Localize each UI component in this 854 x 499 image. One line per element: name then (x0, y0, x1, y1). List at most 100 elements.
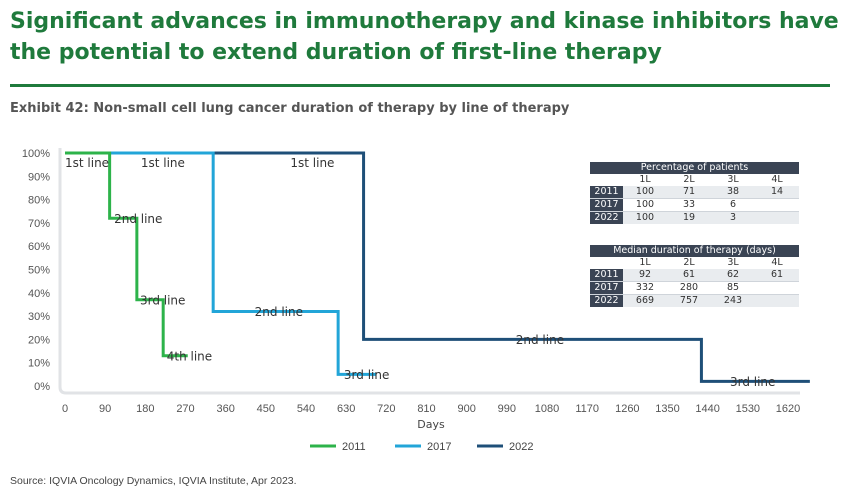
line-annotation: 2nd line (114, 212, 162, 226)
y-tick-label: 30% (28, 311, 50, 323)
x-tick-label: 810 (417, 403, 435, 415)
line-annotation: 2nd line (255, 305, 303, 319)
plot-frame (58, 148, 800, 395)
column-header: 1L (639, 257, 651, 268)
y-tick-label: 90% (28, 171, 50, 183)
legend-label: 2017 (427, 441, 451, 453)
percentage-of-patients-table: Percentage of patients 1L 2L 3L 4L 2011 … (590, 162, 799, 224)
x-tick-label: 180 (136, 403, 154, 415)
table-cell: 243 (711, 294, 755, 307)
x-tick-label: 360 (216, 403, 234, 415)
median-duration-table: Median duration of therapy (days) 1L 2L … (590, 245, 799, 307)
x-tick-label: 1440 (695, 403, 719, 415)
table-cell: 19 (667, 211, 711, 224)
title-divider (10, 84, 830, 87)
row-year: 2017 (590, 198, 623, 212)
table-row: 2017 100 33 6 (590, 198, 799, 212)
line-annotation: 3rd line (344, 368, 389, 382)
chart-background (58, 148, 800, 395)
x-tick-label: 1080 (535, 403, 559, 415)
x-tick-label: 1350 (655, 403, 679, 415)
legend: 2011 2017 2022 (310, 441, 533, 453)
line-annotation: 2nd line (516, 333, 564, 347)
series-line-2011 (65, 151, 188, 358)
row-year: 2017 (590, 281, 623, 295)
table-cell: 71 (667, 186, 711, 199)
legend-label: 2022 (509, 441, 533, 453)
x-tick-label: 450 (257, 403, 275, 415)
table-cell: 92 (623, 269, 667, 282)
x-tick-label: 720 (377, 403, 395, 415)
x-tick-label: 630 (337, 403, 355, 415)
y-tick-label: 40% (28, 288, 50, 300)
table-row: 2011 92 61 62 61 (590, 269, 799, 282)
table-cell (755, 198, 799, 212)
y-tick-label: 50% (28, 265, 50, 277)
y-tick-label: 70% (28, 218, 50, 230)
table-cell: 669 (623, 294, 667, 307)
line-annotation: 3rd line (140, 293, 185, 307)
column-header: 3L (727, 257, 739, 268)
table-cell: 332 (623, 281, 667, 295)
series-line-2017 (65, 151, 377, 376)
column-header: 3L (727, 174, 739, 185)
column-header: 2L (683, 257, 695, 268)
line-annotation: 1st line (65, 156, 109, 170)
table-cell: 85 (711, 281, 755, 295)
page-title: Significant advances in immunotherapy an… (10, 9, 839, 65)
table-cell (755, 211, 799, 224)
source-note: Source: IQVIA Oncology Dynamics, IQVIA I… (10, 475, 297, 487)
x-tick-label: 990 (498, 403, 516, 415)
column-header: 2L (683, 174, 695, 185)
exhibit-title: Exhibit 42: Non-small cell lung cancer d… (10, 101, 570, 116)
table-cell: 33 (667, 198, 711, 212)
series-lines (65, 151, 810, 383)
line-annotation: 1st line (290, 156, 334, 170)
x-tick-label: 1170 (575, 403, 599, 415)
y-tick-label: 100% (22, 148, 50, 160)
line-annotation: 1st line (141, 156, 185, 170)
row-year: 2022 (590, 211, 623, 224)
row-year: 2022 (590, 294, 623, 307)
table-row: 2022 669 757 243 (590, 294, 799, 307)
table-cell: 100 (623, 198, 667, 212)
table-cell (755, 281, 799, 295)
y-tick-label: 20% (28, 334, 50, 346)
x-tick-label: 540 (297, 403, 315, 415)
x-tick-label: 0 (62, 403, 68, 415)
row-year: 2011 (590, 186, 623, 199)
table-title: Median duration of therapy (days) (590, 245, 799, 257)
table-cell: 280 (667, 281, 711, 295)
table-cell: 100 (623, 211, 667, 224)
table-cell: 62 (711, 269, 755, 282)
y-tick-label: 60% (28, 241, 50, 253)
column-header: 4L (771, 174, 783, 185)
x-tick-label: 1530 (736, 403, 760, 415)
line-annotation: 3rd line (730, 375, 775, 389)
table-cell: 757 (667, 294, 711, 307)
table-cell (755, 294, 799, 307)
table-title: Percentage of patients (590, 162, 799, 174)
table-cell: 6 (711, 198, 755, 212)
line-annotation: 4th line (167, 349, 212, 363)
x-axis-label: Days (417, 418, 445, 431)
line-annotations: 1st line 2nd line 3rd line 4th line 1st line… (65, 156, 775, 389)
table-cell: 38 (711, 186, 755, 199)
series-line-2022 (65, 151, 810, 383)
row-year: 2011 (590, 269, 623, 282)
table-row: 2022 100 19 3 (590, 211, 799, 224)
y-tick-label: 80% (28, 195, 50, 207)
y-tick-label: 0% (34, 381, 50, 393)
x-tick-label: 1620 (776, 403, 800, 415)
table-cell: 100 (623, 186, 667, 199)
table-cell: 3 (711, 211, 755, 224)
column-header: 1L (639, 174, 651, 185)
x-tick-label: 1260 (615, 403, 639, 415)
table-cell: 61 (667, 269, 711, 282)
table-row: 2017 332 280 85 (590, 281, 799, 295)
y-axis-ticks: 0% 10% 20% 30% 40% 50% 60% 70% 80% 90% 100% (22, 148, 50, 393)
legend-label: 2011 (342, 441, 366, 453)
table-cell: 14 (755, 186, 799, 199)
x-tick-label: 90 (99, 403, 111, 415)
